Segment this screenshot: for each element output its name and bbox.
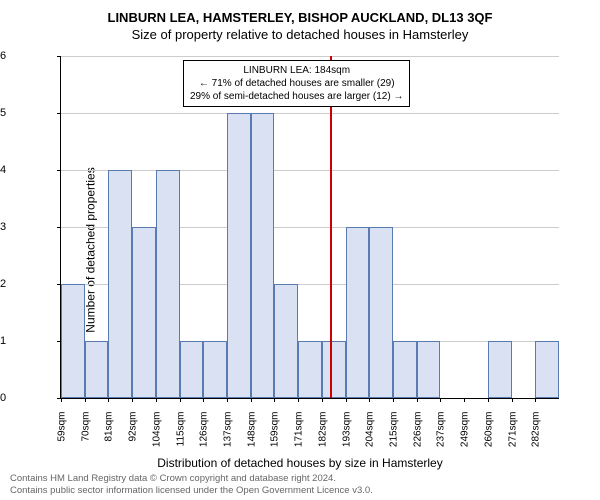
chart-title-sub: Size of property relative to detached ho…: [0, 25, 600, 42]
xtick-mark: [298, 398, 299, 402]
xtick-mark: [108, 398, 109, 402]
bar: [108, 170, 132, 398]
xtick-label: 92sqm: [128, 412, 139, 462]
xtick-label: 81sqm: [104, 412, 115, 462]
xtick-mark: [274, 398, 275, 402]
xtick-label: 204sqm: [365, 412, 376, 462]
ytick-label: 3: [0, 221, 56, 233]
xtick-label: 237sqm: [436, 412, 447, 462]
footer-line-2: Contains public sector information licen…: [10, 485, 590, 496]
xtick-label: 159sqm: [270, 412, 281, 462]
ytick-label: 2: [0, 278, 56, 290]
xtick-mark: [61, 398, 62, 402]
xtick-label: 182sqm: [317, 412, 328, 462]
xtick-label: 193sqm: [341, 412, 352, 462]
xtick-label: 271sqm: [507, 412, 518, 462]
bar: [251, 113, 275, 398]
xtick-mark: [251, 398, 252, 402]
xtick-mark: [180, 398, 181, 402]
xtick-label: 137sqm: [223, 412, 234, 462]
xtick-mark: [535, 398, 536, 402]
bar: [346, 227, 370, 398]
annotation-line-3: 29% of semi-detached houses are larger (…: [190, 90, 403, 103]
histogram-chart: LINBURN LEA, HAMSTERLEY, BISHOP AUCKLAND…: [0, 0, 600, 500]
xtick-mark: [512, 398, 513, 402]
xtick-label: 59sqm: [57, 412, 68, 462]
gridline: [61, 170, 559, 171]
xtick-mark: [346, 398, 347, 402]
ytick-label: 1: [0, 335, 56, 347]
xtick-label: 126sqm: [199, 412, 210, 462]
bar: [488, 341, 512, 398]
x-axis-label: Distribution of detached houses by size …: [0, 456, 600, 470]
ytick-mark: [57, 113, 61, 114]
footer: Contains HM Land Registry data © Crown c…: [10, 473, 590, 496]
footer-line-1: Contains HM Land Registry data © Crown c…: [10, 473, 590, 484]
bar: [274, 284, 298, 398]
xtick-mark: [393, 398, 394, 402]
bar: [85, 341, 109, 398]
bar: [132, 227, 156, 398]
xtick-mark: [369, 398, 370, 402]
xtick-mark: [85, 398, 86, 402]
ytick-label: 5: [0, 107, 56, 119]
annotation-line-1: LINBURN LEA: 184sqm: [190, 64, 403, 77]
annotation-box: LINBURN LEA: 184sqm ← 71% of detached ho…: [183, 60, 410, 107]
xtick-mark: [464, 398, 465, 402]
bar: [393, 341, 417, 398]
annotation-line-2: ← 71% of detached houses are smaller (29…: [190, 77, 403, 90]
ytick-label: 6: [0, 50, 56, 62]
marker-line: [330, 56, 332, 398]
xtick-label: 148sqm: [246, 412, 257, 462]
xtick-label: 226sqm: [412, 412, 423, 462]
bar: [535, 341, 559, 398]
ytick-label: 4: [0, 164, 56, 176]
xtick-label: 171sqm: [294, 412, 305, 462]
xtick-mark: [322, 398, 323, 402]
bar: [156, 170, 180, 398]
bar: [322, 341, 346, 398]
xtick-mark: [440, 398, 441, 402]
xtick-mark: [156, 398, 157, 402]
ytick-label: 0: [0, 392, 56, 404]
xtick-label: 115sqm: [175, 412, 186, 462]
xtick-mark: [227, 398, 228, 402]
xtick-mark: [132, 398, 133, 402]
bar: [203, 341, 227, 398]
xtick-label: 282sqm: [531, 412, 542, 462]
xtick-label: 260sqm: [483, 412, 494, 462]
plot-area: LINBURN LEA: 184sqm ← 71% of detached ho…: [60, 56, 559, 399]
xtick-mark: [203, 398, 204, 402]
ytick-mark: [57, 56, 61, 57]
xtick-label: 70sqm: [80, 412, 91, 462]
gridline: [61, 56, 559, 57]
xtick-label: 249sqm: [460, 412, 471, 462]
ytick-mark: [57, 170, 61, 171]
bar: [298, 341, 322, 398]
xtick-mark: [417, 398, 418, 402]
bar: [417, 341, 441, 398]
xtick-label: 104sqm: [151, 412, 162, 462]
bar: [61, 284, 85, 398]
xtick-label: 215sqm: [389, 412, 400, 462]
gridline: [61, 113, 559, 114]
bar: [180, 341, 204, 398]
ytick-mark: [57, 227, 61, 228]
xtick-mark: [488, 398, 489, 402]
bar: [227, 113, 251, 398]
chart-title-main: LINBURN LEA, HAMSTERLEY, BISHOP AUCKLAND…: [0, 0, 600, 25]
bar: [369, 227, 393, 398]
